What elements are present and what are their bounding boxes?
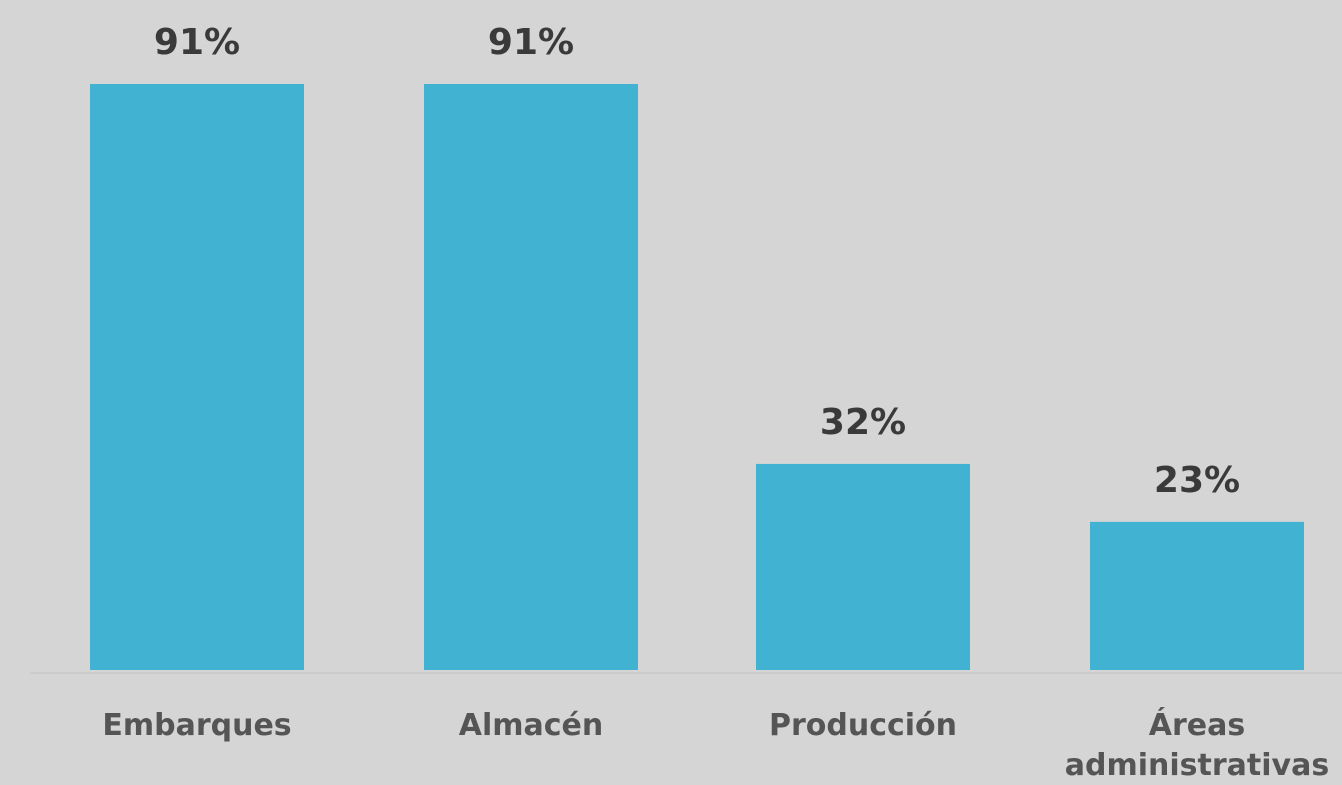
value-label-4: 23% xyxy=(1154,460,1240,501)
value-label-3: 32% xyxy=(820,402,906,443)
category-label-2: Almacén xyxy=(459,708,604,743)
category-label-line: administrativas xyxy=(1065,748,1329,783)
category-label-line: Embarques xyxy=(102,708,291,743)
category-label-3: Producción xyxy=(769,708,957,743)
bar-1 xyxy=(90,84,304,670)
category-label-line: Almacén xyxy=(459,708,604,743)
category-label-1: Embarques xyxy=(102,708,291,743)
category-label-line: Producción xyxy=(769,708,957,743)
category-label-4: Áreas administrativas xyxy=(1065,707,1329,783)
value-label-2: 91% xyxy=(488,22,574,63)
category-label-line: Áreas xyxy=(1149,707,1245,743)
bars-layer xyxy=(90,84,1304,670)
bar-4 xyxy=(1090,521,1304,670)
category-labels-layer: Embarques Almacén Producción Áreas administr… xyxy=(102,707,1329,783)
bar-3 xyxy=(756,463,970,670)
value-label-1: 91% xyxy=(154,22,240,63)
bar-2 xyxy=(424,84,638,670)
value-labels-layer: 91% 91% 32% 23% xyxy=(154,22,1240,501)
